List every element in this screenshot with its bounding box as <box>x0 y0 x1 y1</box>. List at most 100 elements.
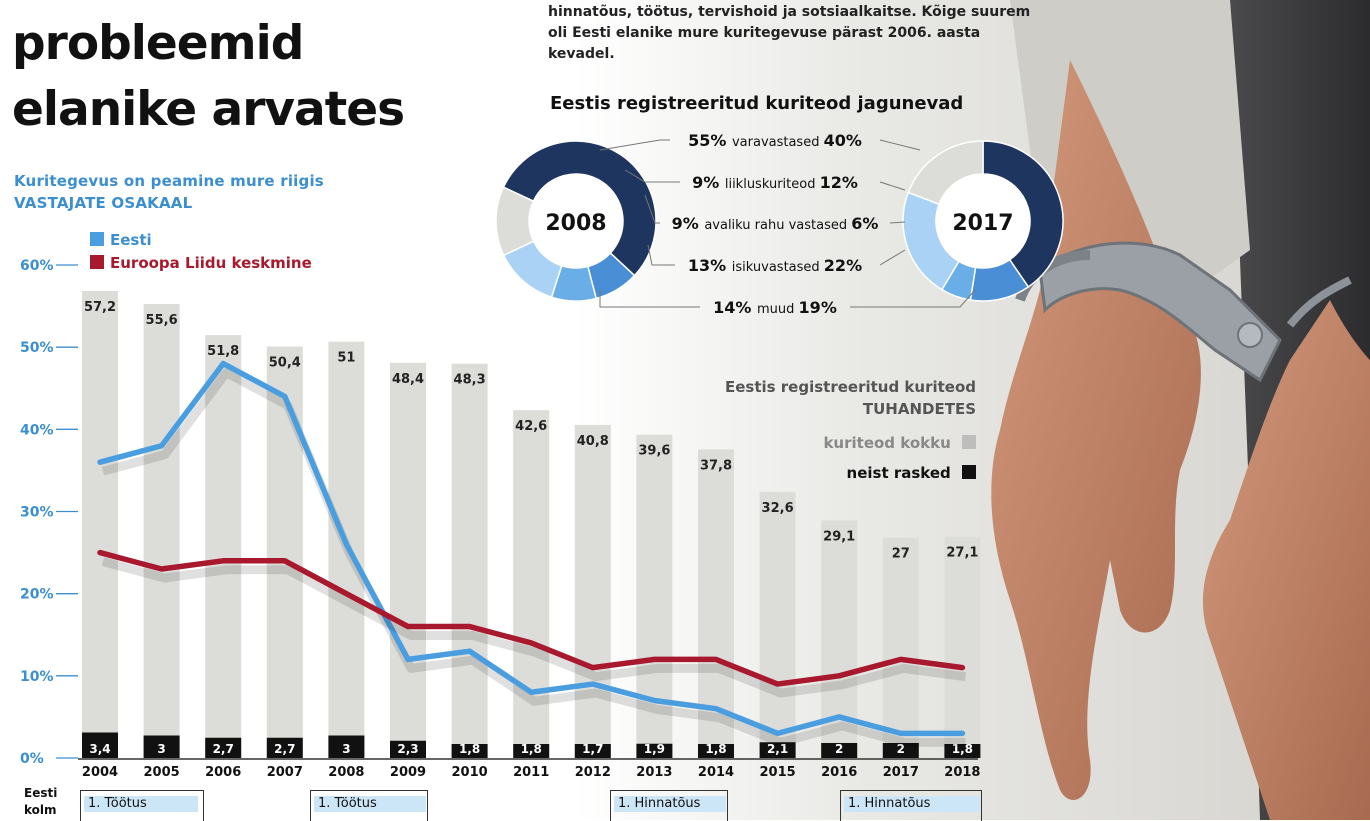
donut-category: muud <box>757 302 799 317</box>
rank-item: 1. Töötus <box>84 796 198 812</box>
legend-swatch-estonia <box>90 232 104 246</box>
y-tick-label: 60% <box>20 258 54 274</box>
bar-total-label: 37,8 <box>700 458 732 473</box>
rank-item: 1. Töötus <box>314 796 426 812</box>
bar-total-label: 40,8 <box>577 434 609 449</box>
donut-row-label: 14% muud 19% <box>713 298 837 317</box>
bar-total <box>390 362 426 758</box>
donut-connector <box>644 194 660 224</box>
x-tick-label: 2008 <box>328 765 364 780</box>
bar-total <box>205 335 242 758</box>
donut-connector <box>599 290 700 308</box>
bar-total <box>82 291 118 758</box>
crime-legend-unit: TUHANDETES <box>862 400 976 418</box>
donut-category: avaliku rahu vastased <box>704 218 851 233</box>
donut-2017-hole <box>936 174 1030 268</box>
donut-row-label: 55% varavastased 40% <box>688 131 862 150</box>
donut-category: liikluskuriteod <box>725 177 820 192</box>
bar-total <box>574 424 611 758</box>
intro-line: hinnatõus, töötus, tervishoid ja sotsiaa… <box>548 4 1031 20</box>
y-tick-label: 30% <box>20 505 54 521</box>
bar-total-label: 48,4 <box>392 372 424 387</box>
bar-total-label: 50,4 <box>269 356 301 371</box>
donut-category: isikuvastased <box>732 260 824 275</box>
intro-line: oli Eesti elanike mure kuritegevuse pära… <box>548 25 981 41</box>
x-tick-label: 2014 <box>698 765 734 780</box>
bar-serious-label: 2 <box>835 742 843 756</box>
donut-year-right: 2017 <box>952 211 1013 236</box>
donut-value-2008: 13% <box>688 256 732 275</box>
bar-total-label: 27,1 <box>946 546 978 561</box>
donut-row-label: 13% isikuvastased 22% <box>688 256 862 275</box>
bar-serious <box>821 743 858 758</box>
series-line <box>97 549 966 687</box>
donut-row-label: 9% liikluskuriteod 12% <box>692 173 858 192</box>
bar-serious-label: 3 <box>342 742 350 756</box>
bar-serious <box>636 743 673 758</box>
legend-swatch-serious <box>962 465 976 479</box>
rank-bracket <box>310 790 428 821</box>
series-line <box>97 360 966 737</box>
donut-value-2008: 55% <box>688 131 732 150</box>
donut-connector <box>850 289 976 308</box>
donut-value-2017: 6% <box>851 214 878 233</box>
legend-swatch-total <box>962 435 976 449</box>
bar-serious-label: 3,4 <box>89 742 110 756</box>
x-tick-label: 2007 <box>267 765 303 780</box>
bar-serious-label: 2,7 <box>213 742 234 756</box>
bar-total-label: 51 <box>337 351 355 366</box>
bar-serious <box>759 742 796 758</box>
x-tick-label: 2018 <box>944 765 980 780</box>
legend-label: Euroopa Liidu keskmine <box>110 254 312 272</box>
x-tick-label: 2017 <box>883 765 919 780</box>
bar-serious-label: 2,1 <box>767 742 788 756</box>
bar-total-label: 48,3 <box>454 373 486 388</box>
donut-value-2008: 14% <box>713 298 757 317</box>
bar-serious-label: 1,8 <box>705 742 726 756</box>
y-tick-label: 20% <box>20 587 54 603</box>
bar-serious-label: 1,8 <box>459 742 480 756</box>
bar-total-label: 32,6 <box>762 501 794 516</box>
bar-serious <box>328 735 365 758</box>
x-tick-label: 2013 <box>636 765 672 780</box>
crime-legend-title: Eestis registreeritud kuriteod <box>724 378 976 396</box>
x-tick-label: 2012 <box>575 765 611 780</box>
bar-total-label: 27 <box>892 547 910 562</box>
bar-total <box>143 304 180 758</box>
donut-connector <box>647 244 675 266</box>
x-tick-label: 2006 <box>205 765 241 780</box>
series-shadow <box>101 368 966 747</box>
donut-connector <box>889 221 906 224</box>
legend-label: Eesti <box>110 231 152 249</box>
bar-total <box>759 491 796 758</box>
y-tick-label: 10% <box>20 669 54 685</box>
bar-serious <box>82 732 118 758</box>
bar-serious <box>574 744 611 758</box>
bar-total-label: 51,8 <box>207 344 239 359</box>
rank-bracket <box>840 790 982 821</box>
bar-serious-label: 2,3 <box>397 742 418 756</box>
rank-item: 1. Hinnatõus <box>614 796 726 812</box>
legend-item-eu: Euroopa Liidu keskmine <box>90 254 312 272</box>
x-tick-label: 2011 <box>513 765 549 780</box>
bar-total-label: 29,1 <box>823 529 855 544</box>
bar-serious <box>390 740 426 758</box>
donut-connector <box>879 249 906 266</box>
y-tick-label: 0% <box>20 751 44 767</box>
rank-bracket <box>610 790 728 821</box>
bar-total <box>513 410 550 758</box>
donut-value-2017: 12% <box>820 173 858 192</box>
bar-serious-label: 2,7 <box>274 742 295 756</box>
donut-connector <box>879 181 906 191</box>
donut-value-2017: 22% <box>824 256 862 275</box>
legend-swatch-eu <box>90 255 104 269</box>
crime-legend-total: kuriteod kokku <box>823 434 976 452</box>
bar-serious-label: 1,7 <box>582 742 603 756</box>
crime-legend-total-label: kuriteod kokku <box>823 434 951 452</box>
donut-value-2008: 9% <box>692 173 725 192</box>
bar-total-label: 42,6 <box>515 419 547 434</box>
bar-serious-label: 1,8 <box>521 742 542 756</box>
rank-bracket <box>80 790 204 821</box>
donut-connector <box>879 139 921 151</box>
donut-row-label: 9% avaliku rahu vastased 6% <box>672 214 879 233</box>
